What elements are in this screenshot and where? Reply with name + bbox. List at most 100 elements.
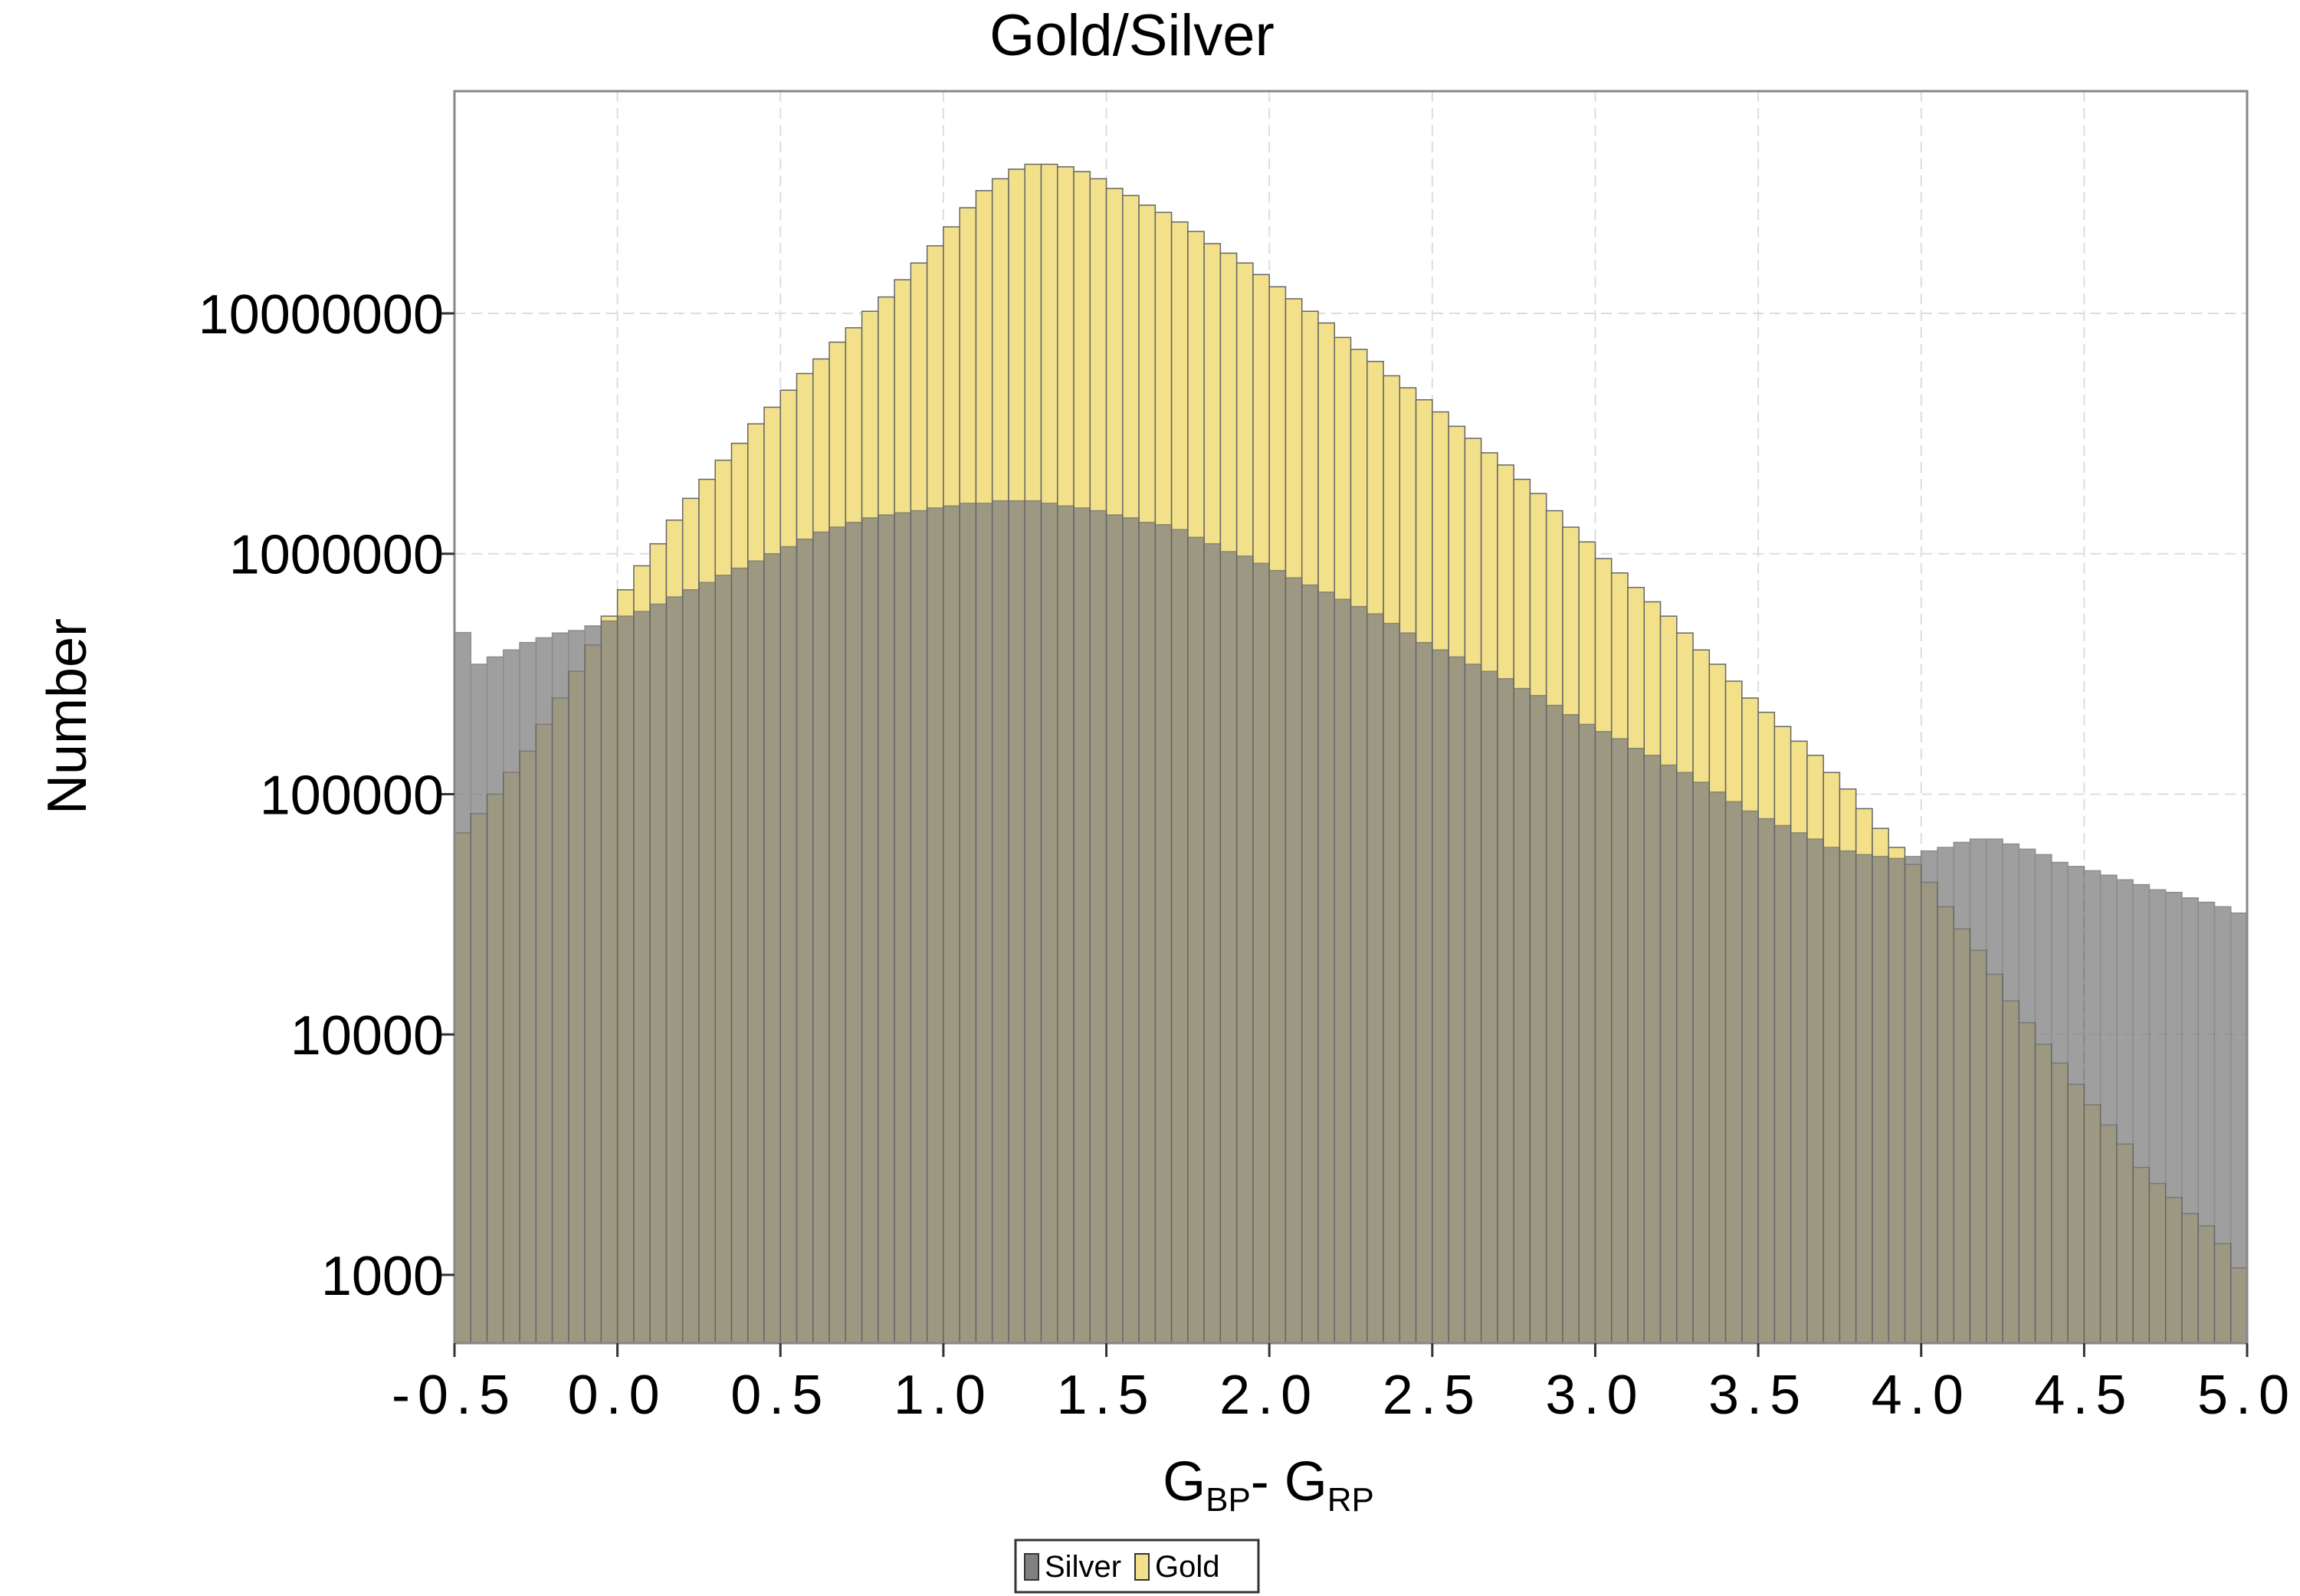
x-tick-label: 4.5 bbox=[2034, 1365, 2134, 1426]
bar bbox=[2181, 897, 2199, 1344]
bar bbox=[1040, 503, 1058, 1344]
bar bbox=[894, 512, 912, 1344]
bar bbox=[1057, 505, 1075, 1344]
bar bbox=[535, 637, 553, 1344]
y-tick-label: 1000 bbox=[321, 1246, 444, 1307]
bar bbox=[796, 538, 814, 1344]
bar bbox=[1529, 695, 1547, 1344]
bar bbox=[1317, 592, 1335, 1344]
bar bbox=[730, 567, 749, 1344]
bar bbox=[633, 611, 651, 1344]
bar bbox=[845, 522, 863, 1344]
chart-title: Gold/Silver bbox=[989, 3, 1275, 68]
bar bbox=[2197, 901, 2216, 1344]
bar bbox=[1252, 562, 1270, 1344]
bar bbox=[1203, 542, 1222, 1344]
bar bbox=[1415, 641, 1433, 1344]
bar bbox=[714, 575, 733, 1344]
bar bbox=[2051, 861, 2069, 1344]
bar bbox=[991, 500, 1009, 1344]
bar bbox=[1627, 747, 1645, 1344]
bar bbox=[2164, 891, 2183, 1344]
bar bbox=[959, 503, 977, 1344]
x-tick-label: 1.5 bbox=[1056, 1365, 1156, 1426]
bar bbox=[1448, 656, 1466, 1344]
bar bbox=[1464, 664, 1482, 1344]
legend-label: Gold bbox=[1155, 1550, 1220, 1584]
bar bbox=[2067, 866, 2085, 1344]
y-tick-label: 10000000 bbox=[199, 284, 444, 346]
bar bbox=[1154, 524, 1173, 1344]
plot-frame bbox=[453, 90, 2249, 1345]
bar bbox=[2099, 874, 2118, 1344]
bar bbox=[1235, 555, 1254, 1344]
bar bbox=[975, 503, 993, 1344]
x-tick-label: 0.5 bbox=[730, 1365, 830, 1426]
bar bbox=[746, 560, 765, 1344]
bar bbox=[486, 656, 504, 1344]
bar bbox=[779, 546, 798, 1344]
bar bbox=[2213, 906, 2232, 1344]
bar bbox=[1594, 731, 1613, 1344]
bar bbox=[1578, 723, 1596, 1344]
legend-label: Silver bbox=[1045, 1550, 1121, 1584]
x-label-sub: RP bbox=[1327, 1481, 1374, 1519]
legend-swatch bbox=[1024, 1553, 1039, 1581]
x-label-part: - G bbox=[1251, 1451, 1327, 1512]
bar bbox=[1920, 850, 1938, 1344]
bar bbox=[1724, 801, 1743, 1344]
bar bbox=[943, 505, 960, 1344]
bar bbox=[1708, 791, 1727, 1344]
bar bbox=[1773, 824, 1792, 1344]
bar bbox=[1855, 854, 1873, 1344]
bar bbox=[1334, 598, 1352, 1344]
bar bbox=[1643, 755, 1662, 1344]
x-label-part: G bbox=[1163, 1451, 1206, 1512]
bar bbox=[812, 531, 830, 1344]
bar bbox=[1073, 507, 1091, 1344]
bar bbox=[454, 631, 472, 1344]
bar bbox=[584, 625, 602, 1344]
bar bbox=[503, 649, 520, 1344]
bar bbox=[1986, 838, 2003, 1344]
bar bbox=[1399, 632, 1417, 1344]
y-tick-label: 100000 bbox=[260, 765, 444, 826]
bar bbox=[1839, 850, 1857, 1344]
bar bbox=[519, 641, 537, 1344]
bar bbox=[1692, 782, 1711, 1344]
bar bbox=[1562, 714, 1580, 1344]
bar bbox=[1904, 856, 1922, 1344]
y-tick-label: 1000000 bbox=[229, 525, 444, 586]
bar bbox=[1953, 841, 1971, 1344]
bar bbox=[1888, 857, 1906, 1344]
bar bbox=[2002, 843, 2020, 1344]
bar bbox=[1969, 838, 1987, 1344]
bar bbox=[1610, 738, 1629, 1344]
bar bbox=[2116, 879, 2134, 1344]
bar bbox=[2148, 889, 2167, 1344]
legend-swatch bbox=[1134, 1553, 1150, 1581]
bar bbox=[470, 664, 488, 1344]
bar bbox=[763, 552, 782, 1344]
bar bbox=[2083, 870, 2101, 1344]
bar bbox=[828, 526, 847, 1344]
bar bbox=[1872, 856, 1889, 1344]
x-tick-label: -0.5 bbox=[392, 1365, 517, 1426]
bar bbox=[926, 507, 944, 1344]
bar bbox=[1659, 764, 1678, 1344]
bar bbox=[2018, 848, 2036, 1344]
bar bbox=[1937, 847, 1955, 1344]
bar bbox=[1008, 500, 1025, 1344]
bar bbox=[1757, 818, 1776, 1344]
bar bbox=[878, 514, 895, 1344]
bar bbox=[1383, 622, 1401, 1344]
bar bbox=[1741, 810, 1759, 1344]
bar bbox=[1170, 529, 1189, 1344]
bar bbox=[1187, 536, 1205, 1344]
y-tick-label: 10000 bbox=[290, 1005, 444, 1067]
y-axis-label: Number bbox=[37, 618, 98, 814]
bar bbox=[1268, 569, 1287, 1344]
bar bbox=[1089, 510, 1107, 1344]
bar bbox=[1138, 522, 1157, 1344]
